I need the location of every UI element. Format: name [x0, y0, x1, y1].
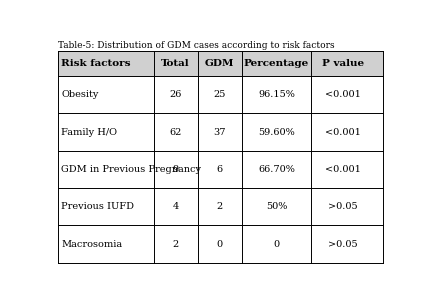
- Text: P value: P value: [322, 59, 364, 68]
- Bar: [58, 113, 383, 151]
- Bar: [58, 51, 383, 76]
- Text: >0.05: >0.05: [329, 202, 358, 211]
- Text: 4: 4: [172, 202, 179, 211]
- Text: 9: 9: [172, 165, 179, 174]
- Text: 96.15%: 96.15%: [258, 90, 295, 99]
- Text: <0.001: <0.001: [325, 165, 361, 174]
- Text: 2: 2: [172, 240, 179, 249]
- Text: GDM in Previous Pregnancy: GDM in Previous Pregnancy: [61, 165, 201, 174]
- Text: GDM: GDM: [205, 59, 234, 68]
- Bar: [58, 226, 383, 263]
- Text: Obesity: Obesity: [61, 90, 98, 99]
- Bar: [58, 188, 383, 226]
- Text: <0.001: <0.001: [325, 90, 361, 99]
- Text: 66.70%: 66.70%: [258, 165, 295, 174]
- Text: >0.05: >0.05: [329, 240, 358, 249]
- Text: Macrosomia: Macrosomia: [61, 240, 122, 249]
- Text: Table-5: Distribution of GDM cases according to risk factors: Table-5: Distribution of GDM cases accor…: [58, 41, 335, 50]
- Text: Risk factors: Risk factors: [61, 59, 131, 68]
- Text: 2: 2: [216, 202, 223, 211]
- Bar: [58, 151, 383, 188]
- Text: 62: 62: [169, 128, 182, 136]
- Text: 50%: 50%: [266, 202, 287, 211]
- Text: 6: 6: [216, 165, 223, 174]
- Text: <0.001: <0.001: [325, 128, 361, 136]
- Text: 37: 37: [213, 128, 226, 136]
- Text: Previous IUFD: Previous IUFD: [61, 202, 134, 211]
- Text: Percentage: Percentage: [244, 59, 309, 68]
- Bar: [58, 76, 383, 113]
- Text: 59.60%: 59.60%: [258, 128, 295, 136]
- Text: 0: 0: [216, 240, 223, 249]
- Text: Total: Total: [161, 59, 190, 68]
- Text: Family H/O: Family H/O: [61, 128, 117, 136]
- Text: 26: 26: [169, 90, 182, 99]
- Text: 0: 0: [273, 240, 280, 249]
- Text: 25: 25: [213, 90, 226, 99]
